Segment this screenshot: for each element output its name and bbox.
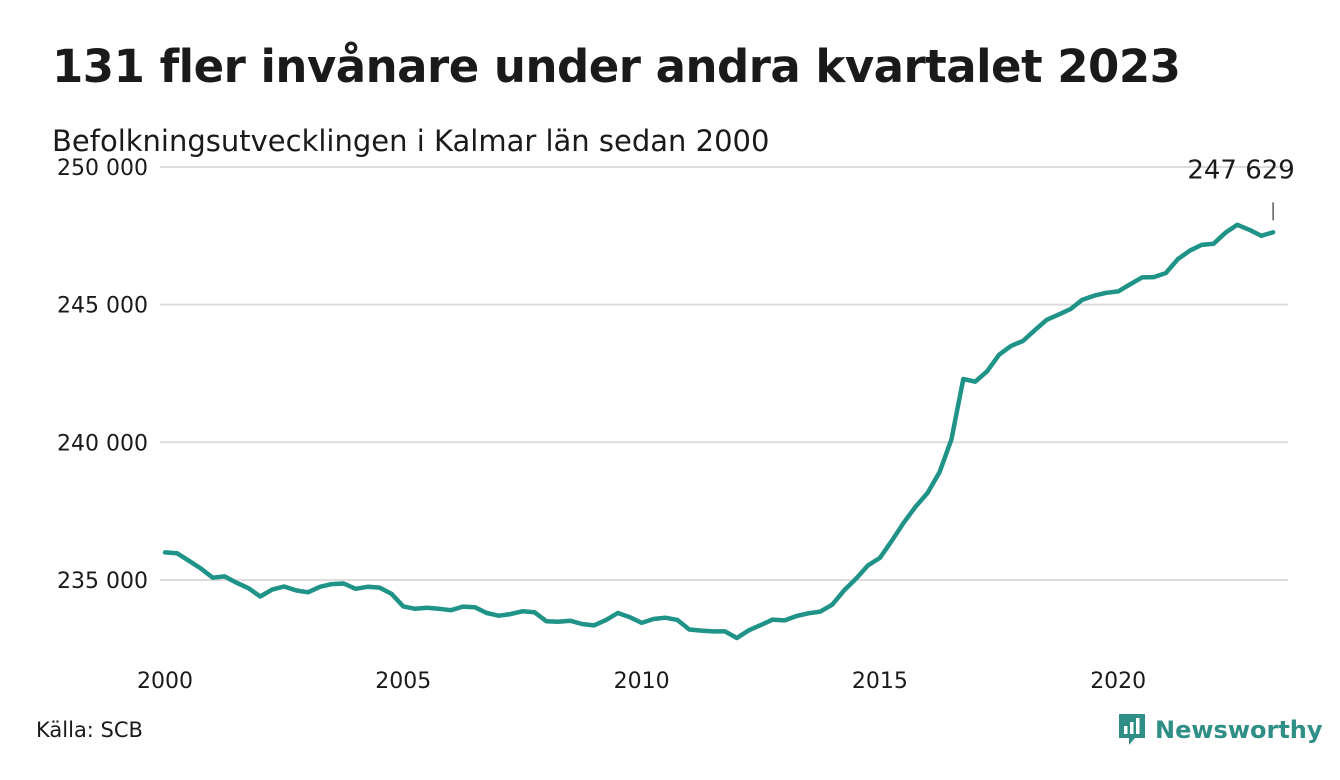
y-tick-label: 245 000 (57, 294, 148, 319)
x-tick-label: 2005 (375, 669, 431, 694)
x-tick-label: 2010 (614, 669, 670, 694)
x-tick-label: 2020 (1090, 669, 1146, 694)
chart-subtitle: Befolkningsutvecklingen i Kalmar län sed… (52, 124, 770, 158)
brand-name: Newsworthy (1155, 716, 1323, 744)
line-chart: 235 000 240 000 245 000 250 000 2000 2005 201… (57, 155, 1295, 694)
chart-title: 131 fler invånare under andra kvartalet … (52, 40, 1181, 93)
newsworthy-logo-icon (1119, 714, 1145, 745)
y-tick-label: 240 000 (57, 431, 148, 456)
source-note: Källa: SCB (36, 718, 143, 742)
y-tick-label: 235 000 (57, 569, 148, 594)
x-tick-label: 2015 (852, 669, 908, 694)
end-value-label: 247 629 (1187, 155, 1295, 185)
gridlines (160, 166, 1288, 581)
series-line (162, 222, 1276, 641)
brand-logo: Newsworthy (1117, 712, 1323, 748)
y-axis-tick-labels: 235 000 240 000 245 000 250 000 (57, 156, 148, 594)
x-tick-label: 2000 (137, 669, 193, 694)
x-axis-tick-labels: 2000 2005 2010 2015 2020 (137, 669, 1146, 694)
y-tick-label: 250 000 (57, 156, 148, 181)
